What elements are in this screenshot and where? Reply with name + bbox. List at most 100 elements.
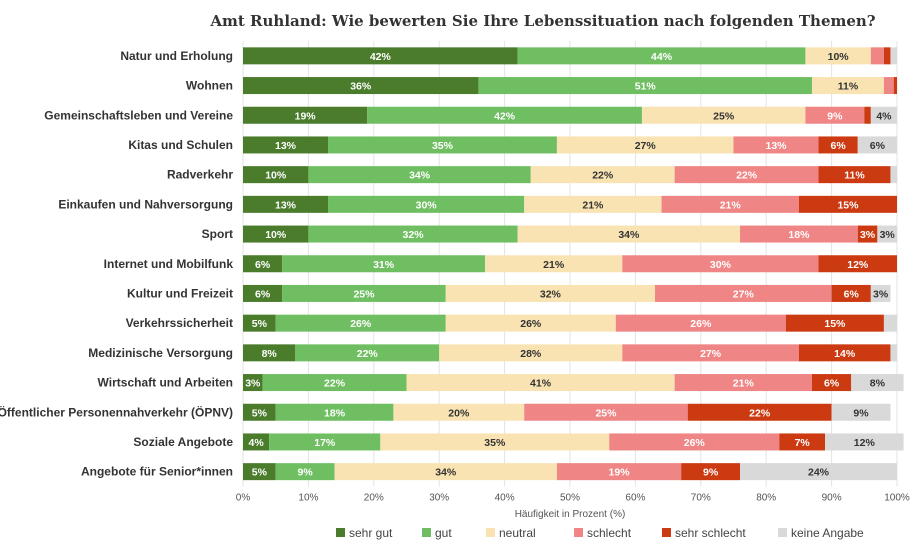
bar-segment: [870, 106, 897, 124]
x-tick-label: 50%: [560, 493, 580, 504]
data-label: 44%: [651, 51, 673, 63]
bar-segment: [655, 284, 832, 302]
x-tick-label: 60%: [625, 493, 645, 504]
data-label: 30%: [710, 259, 732, 271]
bar-segment: [243, 106, 368, 124]
bar-segment: [883, 77, 894, 95]
data-label: 4%: [876, 110, 892, 122]
legend: sehr gut gut neutral schlecht sehr schlecht k…: [336, 526, 864, 540]
data-label: 3%: [860, 229, 876, 241]
bar-segment: [393, 403, 525, 421]
data-label: 6%: [831, 140, 847, 152]
x-axis-title: Häufigkeit in Prozent (%): [515, 509, 626, 520]
bar-segment: [740, 225, 858, 243]
data-label: 5%: [252, 318, 268, 330]
bar-segment: [243, 47, 518, 65]
category-label: Angebote für Senior*innen: [81, 465, 233, 479]
category-label: Öffentlicher Personennahverkehr (ÖPNV): [0, 404, 233, 419]
data-label: 32%: [403, 229, 425, 241]
category-label: Internet und Mobilfunk: [104, 257, 234, 271]
bar-segment: [870, 47, 884, 65]
data-label: 20%: [448, 407, 470, 419]
bar-segment: [877, 225, 897, 243]
category-label: Sport: [202, 227, 233, 241]
data-label: 18%: [788, 229, 810, 241]
bar-segment: [818, 136, 858, 154]
bar-segment: [275, 403, 394, 421]
data-label: 11%: [844, 170, 865, 182]
data-label: 15%: [824, 318, 846, 330]
data-label: 42%: [370, 51, 392, 63]
bar-segment: [484, 255, 623, 273]
category-label: Gemeinschaftsleben und Vereine: [44, 108, 233, 122]
x-tick-label: 30%: [429, 493, 449, 504]
legend-label: schlecht: [587, 526, 632, 540]
data-label: 22%: [324, 378, 346, 390]
x-tick-label: 90%: [822, 493, 842, 504]
legend-swatch: [486, 528, 495, 537]
data-label: 30%: [416, 199, 438, 211]
x-axis-ticks: 0% 10% 20% 30% 40% 50% 60% 70% 80% 90% 100%: [236, 493, 910, 504]
data-label: 13%: [766, 140, 788, 152]
data-label: 3%: [245, 378, 261, 390]
data-label: 34%: [409, 170, 431, 182]
bar-segment: [661, 195, 799, 213]
data-label: 22%: [592, 170, 614, 182]
data-label: 18%: [324, 407, 346, 419]
bar-segment: [779, 433, 826, 451]
category-label: Kitas und Schulen: [128, 138, 233, 152]
legend-swatch: [336, 528, 345, 537]
bar-segment: [262, 374, 407, 392]
data-label: 12%: [847, 259, 869, 271]
bar-segment: [243, 463, 276, 481]
data-label: 22%: [357, 348, 379, 360]
bar-segment: [445, 284, 656, 302]
data-label: 42%: [494, 110, 516, 122]
data-label: 10%: [265, 170, 287, 182]
data-label: 24%: [808, 467, 830, 479]
bar-segment: [380, 433, 610, 451]
bar-segment: [641, 106, 806, 124]
data-label: 27%: [733, 288, 755, 300]
bar-segment: [243, 77, 479, 95]
bar-segment: [831, 284, 871, 302]
bar-segment: [243, 433, 270, 451]
bar-segment: [524, 403, 688, 421]
bar-segment: [864, 106, 871, 124]
legend-swatch: [662, 528, 671, 537]
data-label: 27%: [635, 140, 657, 152]
data-label: 6%: [255, 288, 271, 300]
bar-segment: [556, 136, 734, 154]
data-label: 22%: [749, 407, 771, 419]
bar-segment: [243, 225, 309, 243]
data-label: 32%: [540, 288, 562, 300]
data-label: 21%: [733, 378, 755, 390]
legend-swatch: [422, 528, 431, 537]
bar-segment: [609, 433, 780, 451]
bar-segment: [893, 77, 897, 95]
x-tick-label: 70%: [691, 493, 711, 504]
bar-segment: [282, 255, 485, 273]
legend-swatch: [574, 528, 583, 537]
bar-segment: [530, 166, 675, 184]
bar-segment: [890, 344, 897, 362]
data-label: 21%: [720, 199, 742, 211]
bar-segment: [243, 166, 309, 184]
bar-segment: [811, 374, 852, 392]
bar-segment: [243, 314, 276, 332]
data-label: 34%: [618, 229, 640, 241]
data-label: 11%: [838, 81, 859, 93]
data-label: 10%: [265, 229, 287, 241]
bar-segment: [269, 433, 381, 451]
bar-segment: [740, 463, 897, 481]
category-label: Verkehrssicherheit: [126, 316, 233, 330]
bar-segment: [811, 77, 884, 95]
bar-segment: [243, 403, 276, 421]
data-label: 25%: [595, 407, 617, 419]
data-label: 26%: [690, 318, 712, 330]
bar-segment: [857, 136, 897, 154]
data-label: 5%: [252, 407, 268, 419]
bar-segment: [282, 284, 446, 302]
legend-label: gut: [435, 526, 452, 540]
